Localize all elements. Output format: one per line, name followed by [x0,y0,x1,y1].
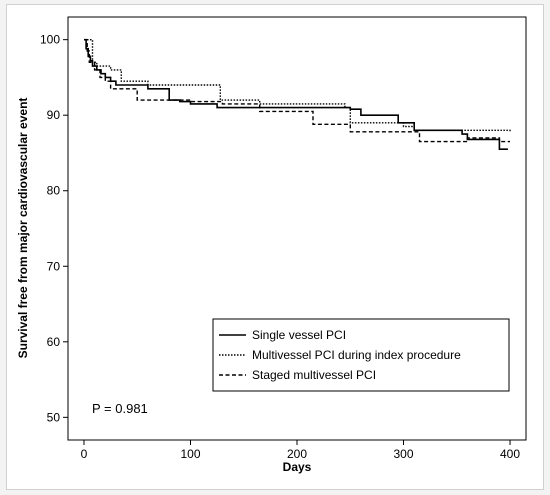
legend: Single vessel PCI Multivessel PCI during … [212,318,510,392]
survival-chart: 0 100 200 300 400 50 60 70 80 90 100 Days Survival… [16,16,527,474]
y-axis-title: Survival free from major cardiovascular … [16,98,30,359]
y-tick-label: 70 [47,259,61,273]
x-tick-label: 300 [393,447,413,461]
legend-label-2: Multivessel PCI during index procedure [252,348,461,362]
p-value-annotation: P = 0.981 [92,401,148,416]
series-line-1 [84,38,508,150]
y-tick-label: 50 [47,410,61,424]
series-line-2 [84,39,511,132]
x-tick-label: 200 [287,447,307,461]
x-axis-title: Days [283,460,312,474]
chart-figure: 0 100 200 300 400 50 60 70 80 90 100 Days Survival… [6,4,544,490]
legend-label-1: Single vessel PCI [252,328,346,342]
y-tick-label: 60 [47,335,61,349]
x-tick-label: 0 [81,447,88,461]
y-tick-label: 100 [40,33,60,47]
x-tick-label: 100 [180,447,200,461]
legend-box [212,318,510,392]
y-tick-label: 90 [47,108,61,122]
x-tick-label: 400 [500,447,520,461]
y-tick-label: 80 [47,184,61,198]
legend-label-3: Staged multivessel PCI [252,368,376,382]
series-line-3 [84,39,510,143]
